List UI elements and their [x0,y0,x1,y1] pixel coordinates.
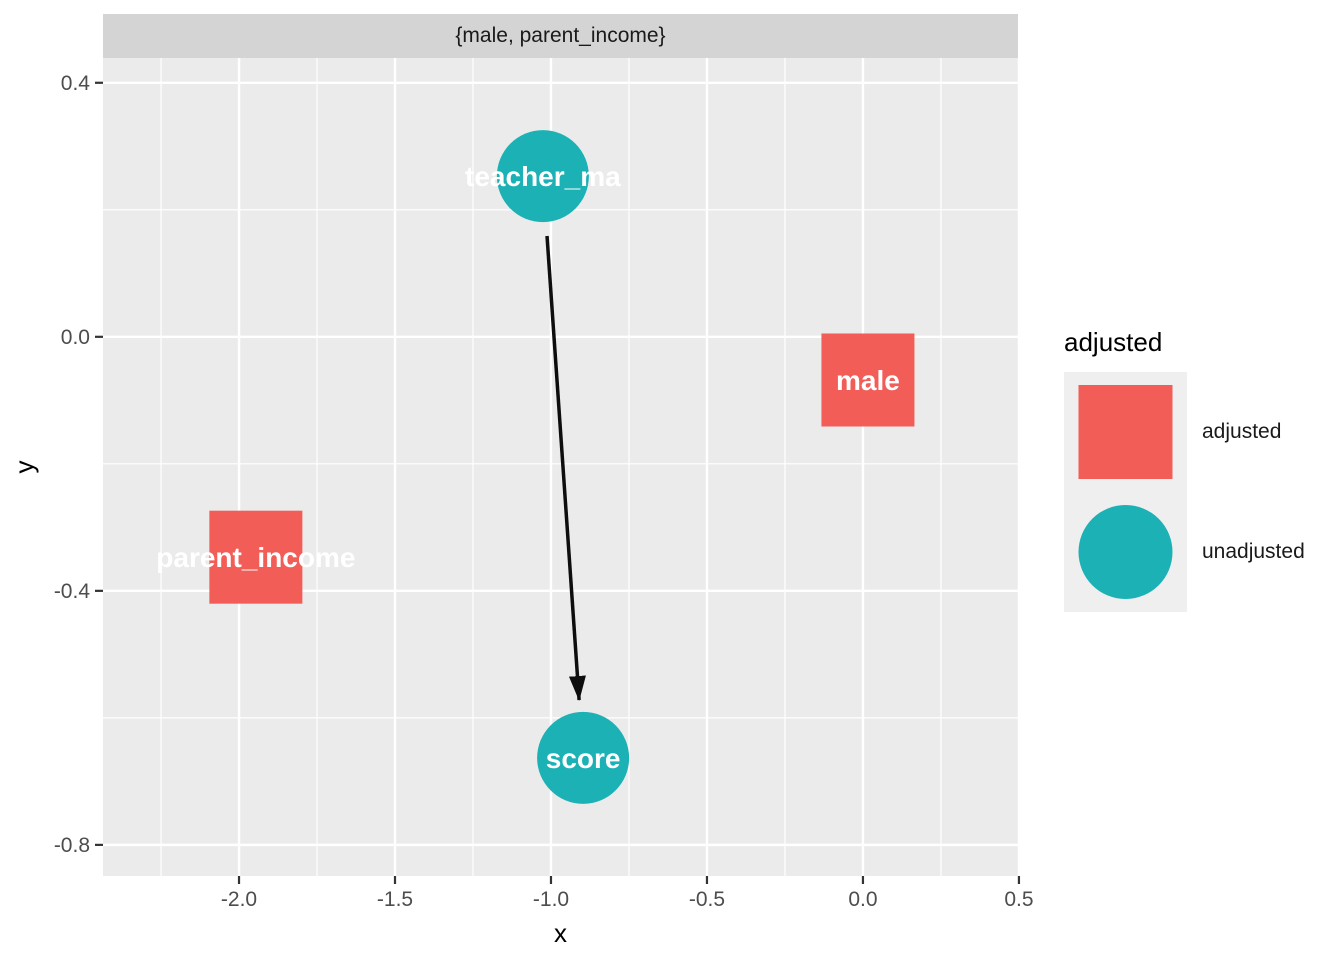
node-score [537,711,630,804]
y-axis-title: y [9,460,39,474]
x-tick-label: 0.0 [848,888,877,911]
node-teacher_ma [496,130,589,223]
node-male [821,333,915,427]
node-label-score: score [546,743,621,774]
x-tick-label: -1.0 [533,888,569,911]
legend: adjusted adjusted unadjusted [1064,327,1305,612]
y-tick-label: 0.4 [61,72,91,95]
legend-item-adjusted: adjusted [1064,372,1305,492]
x-tick-label: -0.5 [689,888,725,911]
legend-key [1064,492,1187,612]
x-axis-title: x [554,918,567,948]
legend-title: adjusted [1064,327,1163,357]
node-label-teacher_ma: teacher_ma [465,161,621,192]
y-tick-label: 0.0 [61,326,90,349]
x-tick-label: -2.0 [221,888,257,911]
node-label-male: male [836,365,900,396]
node-label-parent_income: parent_income [156,542,355,573]
square-key-glyph [1078,385,1173,479]
y-tick-label: -0.8 [54,834,90,857]
legend-item-label: adjusted [1202,420,1282,443]
facet-strip: {male, parent_income} [103,14,1018,58]
x-tick-label: 0.5 [1004,888,1033,911]
edge-teacher_ma-score [545,235,586,702]
legend-key [1064,372,1187,492]
node-parent_income [209,510,303,604]
facet-label: {male, parent_income} [455,24,666,47]
x-tick-label: -1.5 [377,888,413,911]
circle-key-glyph [1078,505,1173,599]
legend-items: adjusted unadjusted [1064,372,1305,612]
y-tick-label: -0.4 [54,580,91,603]
legend-item-label: unadjusted [1202,540,1305,563]
legend-item-unadjusted: unadjusted [1064,492,1305,612]
